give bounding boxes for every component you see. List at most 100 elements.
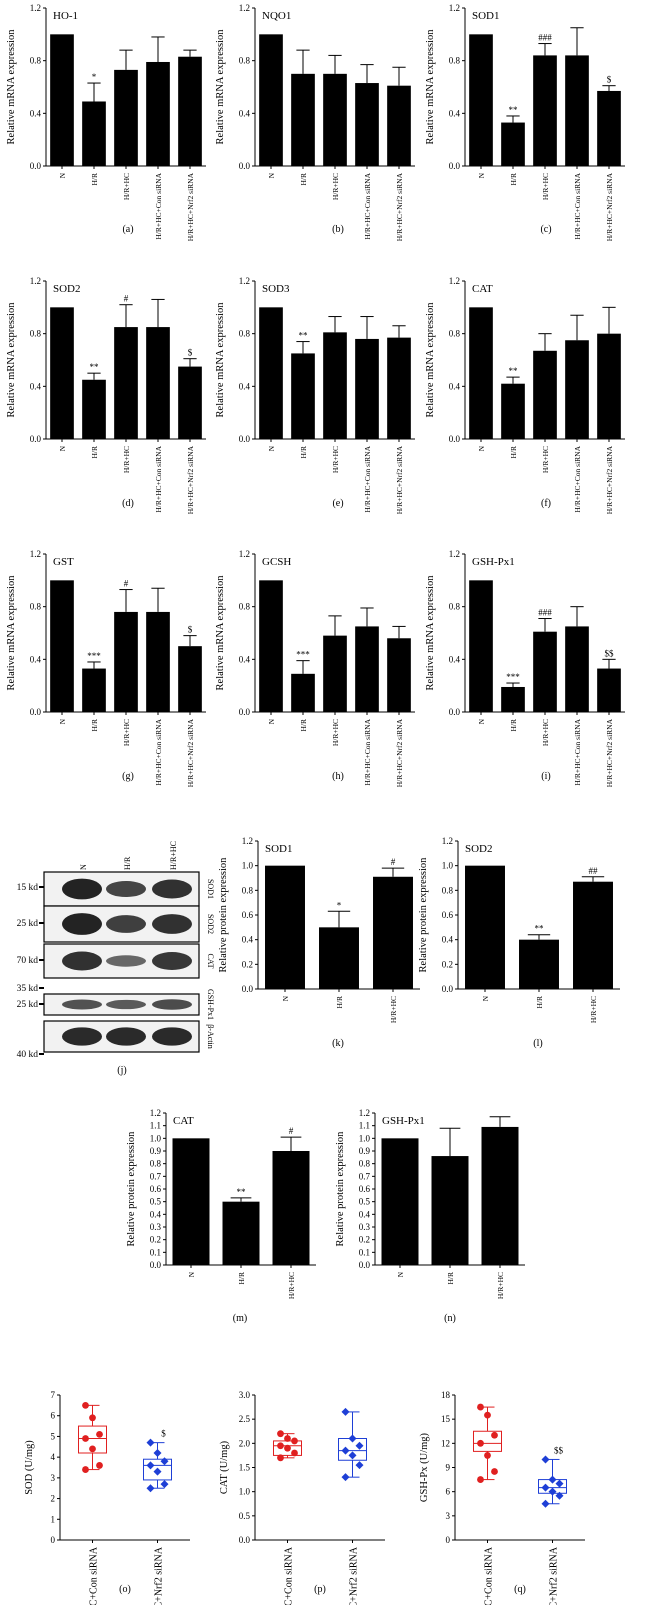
y-tick-label: 1.2 [30, 549, 41, 559]
y-tick-label: 0.0 [449, 161, 461, 171]
significance-label: $ [188, 625, 193, 635]
panel-l: 0.0 0.2 0.4 0.6 0.8 1.0 1.2 Relative protein ex… [418, 836, 620, 1049]
y-tick-label: 2 [51, 1494, 56, 1504]
y-tick-label: 0.8 [30, 602, 42, 612]
y-tick-label: 6 [446, 1487, 451, 1497]
x-tick-label: N [187, 1271, 196, 1277]
bar [501, 686, 525, 712]
bar [319, 927, 359, 989]
protein-label: GSH-Px1 [206, 989, 215, 1020]
y-tick-label: 2.0 [239, 1438, 251, 1448]
y-tick-label: 0.8 [30, 56, 42, 66]
blot-band [62, 999, 102, 1010]
bar [565, 340, 589, 439]
data-point [348, 1451, 357, 1460]
data-point [284, 1435, 291, 1442]
data-point [277, 1430, 284, 1438]
panel-o: 0 1 2 3 4 5 6 7 SOD (U/mg) H/R+HC+Con siRNA $ H/R+H… [24, 1390, 190, 1605]
x-tick-label: H/R+HC+Nrf2 siRNA [186, 172, 195, 241]
y-axis-label: Relative mRNA expression [215, 302, 226, 418]
x-tick-label: N [58, 445, 67, 451]
protein-label: β-Actin [206, 1024, 215, 1049]
panel-h: 0.0 0.4 0.8 1.2 Relative mRNA expression GCSH… [215, 549, 415, 787]
y-tick-label: 0 [446, 1535, 451, 1545]
x-tick-label: H/R+HC+Con siRNA [154, 718, 163, 785]
x-tick-label: H/R+HC [122, 173, 131, 200]
blot-band [152, 1027, 192, 1046]
y-tick-label: 0.0 [239, 161, 251, 171]
x-tick-label: H/R [299, 446, 308, 459]
y-tick-label: 1.2 [449, 549, 460, 559]
panel-n: 0.0 0.1 0.2 0.3 0.4 0.5 0.6 0.7 0.8 0.9 1.0 1.1 1.2 R… [335, 1108, 525, 1324]
bar [519, 939, 559, 989]
bar [323, 635, 347, 712]
y-tick-label: 0.5 [239, 1511, 251, 1521]
data-point [541, 1455, 550, 1464]
y-tick-label: 2.5 [239, 1414, 251, 1424]
x-tick-label: H/R+HC+Nrf2 siRNA [186, 445, 195, 514]
y-tick-label: 0 [51, 1535, 56, 1545]
blot-band [152, 999, 192, 1010]
x-tick-label: H/R [299, 719, 308, 732]
bar [565, 55, 589, 166]
significance-label: ### [538, 608, 552, 618]
data-point [160, 1457, 169, 1466]
y-tick-label: 1.2 [359, 1108, 370, 1118]
x-tick-label: H/R+HC+Con siRNA [154, 172, 163, 239]
y-tick-label: 0.2 [150, 1235, 161, 1245]
data-point [541, 1483, 550, 1492]
panel-j-western-blot: N H/R H/R+HC 15 kd SOD1 25 kd SOD2 70 kd CAT 35 k… [17, 841, 215, 1076]
bar [465, 865, 505, 989]
bar [355, 338, 379, 439]
marker-label: 35 kd [17, 984, 39, 994]
x-tick-label: H/R [237, 1272, 246, 1285]
x-tick-label: H/R+HC [541, 173, 550, 200]
blot-band [106, 1027, 146, 1046]
bar [355, 626, 379, 712]
y-axis-label: Relative mRNA expression [425, 302, 436, 418]
x-tick-label: H/R+HC+Nrf2 siRNA [395, 445, 404, 514]
data-point [541, 1499, 550, 1508]
box [78, 1425, 107, 1454]
data-point [291, 1449, 298, 1457]
bar [387, 337, 411, 439]
bar [291, 353, 315, 439]
x-tick-label: H/R+HC [496, 1272, 505, 1299]
y-tick-label: 0.8 [239, 602, 251, 612]
bar [387, 638, 411, 712]
bar [387, 85, 411, 166]
y-tick-label: 3 [51, 1473, 56, 1483]
x-tick-label: H/R+HC+Con siRNA [154, 445, 163, 512]
y-tick-label: 1.2 [449, 3, 460, 13]
panel-label: (k) [332, 1038, 344, 1049]
y-tick-label: 6 [51, 1411, 56, 1421]
marker-label: 70 kd [17, 956, 39, 966]
chart-title: GSH-Px1 [472, 556, 515, 568]
data-point [277, 1454, 284, 1462]
bar [178, 366, 202, 439]
y-tick-label: 0.5 [150, 1197, 162, 1207]
x-tick-label: H/R+HC+Nrf2 siRNA [186, 718, 195, 787]
y-tick-label: 0.3 [150, 1222, 162, 1232]
blot-band [152, 879, 192, 899]
y-tick-label: 0.8 [242, 885, 254, 895]
data-point [96, 1462, 103, 1469]
significance-label: *** [87, 651, 101, 661]
y-tick-label: 0.8 [449, 602, 461, 612]
y-tick-label: 0.4 [239, 654, 251, 664]
x-tick-label: H/R [335, 996, 344, 1009]
bar [50, 580, 74, 712]
y-tick-label: 1.2 [239, 549, 250, 559]
bar [259, 34, 283, 167]
x-tick-label: N [58, 172, 67, 178]
y-tick-label: 1.2 [239, 276, 250, 286]
x-tick-label: H/R [90, 446, 99, 459]
protein-label: SOD2 [206, 914, 215, 934]
y-tick-label: 0.4 [449, 108, 461, 118]
data-point [484, 1411, 491, 1419]
x-tick-label: H/R+HC+Nrf2 siRNA [395, 718, 404, 787]
panel-b: 0.0 0.4 0.8 1.2 Relative mRNA expression NQO1… [215, 3, 415, 241]
x-tick-label: H/R+HC+Con siRNA [363, 445, 372, 512]
panel-g: 0.0 0.4 0.8 1.2 Relative mRNA expression GST N… [6, 549, 206, 787]
y-tick-label: 1.2 [242, 836, 253, 846]
